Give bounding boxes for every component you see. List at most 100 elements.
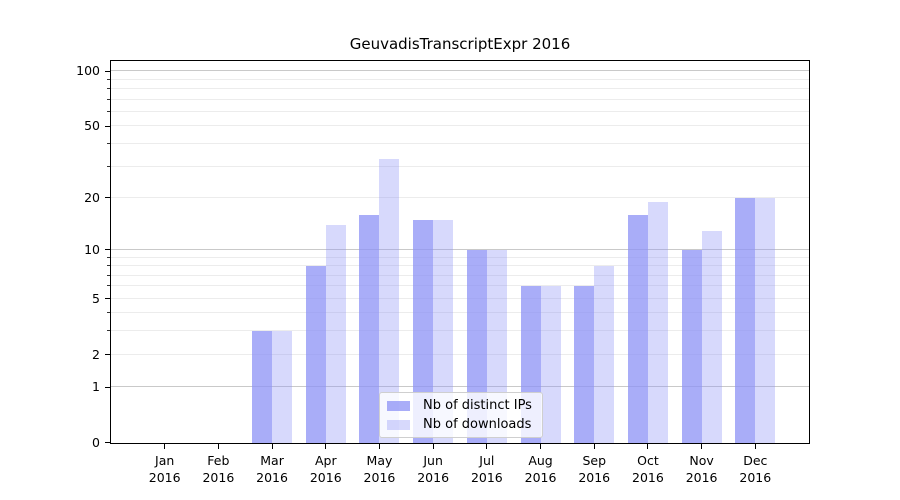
- bar-downloads-apr: [325, 224, 346, 443]
- gridline-9: [111, 256, 809, 258]
- bar-downloads-sep: [594, 266, 615, 443]
- bar-downloads-dec: [755, 197, 776, 443]
- gridline-1: [111, 386, 809, 388]
- x-tick-may: [378, 444, 380, 449]
- y-minor-tick-90: [107, 78, 110, 80]
- y-minor-tick-3: [107, 330, 110, 332]
- y-tick-100: [105, 70, 110, 72]
- x-tick-jul: [486, 444, 488, 449]
- gridline-5: [111, 297, 809, 299]
- gridline-50: [111, 125, 809, 127]
- x-tick-label-jan: Jan 2016: [148, 453, 181, 485]
- bar-distinct-ips-oct: [627, 214, 648, 443]
- gridline-3: [111, 330, 809, 332]
- x-tick-label-apr: Apr 2016: [309, 453, 342, 485]
- x-tick-label-oct: Oct 2016: [632, 453, 664, 485]
- x-tick-apr: [325, 444, 327, 449]
- y-tick-2: [105, 354, 110, 356]
- bar-downloads-mar: [272, 331, 293, 443]
- y-tick-label-2: 2: [92, 346, 100, 362]
- gridline-90: [111, 78, 809, 80]
- x-tick-label-nov: Nov 2016: [685, 453, 718, 485]
- y-tick-0: [105, 442, 110, 443]
- x-tick-label-sep: Sep 2016: [578, 453, 611, 485]
- legend-label-distinct-ips: Nb of distinct IPs: [423, 398, 532, 413]
- gridline-10: [111, 248, 809, 250]
- y-minor-tick-9: [107, 256, 110, 258]
- gridline-40: [111, 143, 809, 145]
- x-tick-nov: [701, 444, 703, 449]
- y-minor-tick-6: [107, 285, 110, 287]
- chart-title: GeuvadisTranscriptExpr 2016: [349, 35, 571, 53]
- y-minor-tick-70: [107, 98, 110, 100]
- gridline-70: [111, 98, 809, 100]
- x-tick-oct: [647, 444, 649, 449]
- legend-item-downloads: Nb of downloads: [387, 416, 532, 433]
- x-axis: Jan 2016 Feb 2016 Mar 2016 Apr 2016 May 2016…: [111, 452, 809, 492]
- gridline-20: [111, 196, 809, 198]
- plot-area: [105, 60, 810, 449]
- gridline-60: [111, 111, 809, 113]
- y-tick-label-1: 1: [92, 379, 100, 395]
- bar-distinct-ips-mar: [252, 331, 273, 443]
- y-minor-tick-40: [107, 143, 110, 145]
- y-tick-50: [105, 125, 110, 127]
- x-tick-jan: [164, 444, 166, 449]
- bar-distinct-ips-dec: [735, 197, 756, 443]
- y-tick-1: [105, 386, 110, 388]
- y-tick-5: [105, 298, 110, 300]
- y-tick-label-50: 50: [84, 118, 100, 134]
- y-minor-tick-30: [107, 165, 110, 167]
- x-tick-label-mar: Mar 2016: [256, 453, 288, 485]
- legend-item-distinct-ips: Nb of distinct IPs: [387, 397, 532, 414]
- gridline-8: [111, 265, 809, 267]
- y-tick-20: [105, 197, 110, 199]
- gridline-30: [111, 165, 809, 167]
- y-minor-tick-60: [107, 111, 110, 113]
- legend-swatch-distinct-ips: [387, 400, 410, 411]
- gridline-100: [111, 70, 809, 72]
- x-tick-label-may: May 2016: [363, 453, 396, 485]
- gridline-7: [111, 274, 809, 276]
- x-tick-label-jun: Jun 2016: [417, 453, 450, 485]
- y-minor-tick-7: [107, 274, 110, 276]
- y-minor-tick-80: [107, 88, 110, 90]
- gridline-4: [111, 312, 809, 314]
- bar-downloads-jun: [433, 219, 454, 443]
- x-tick-label-jul: Jul 2016: [470, 453, 503, 485]
- y-minor-tick-8: [107, 265, 110, 267]
- x-tick-sep: [593, 444, 595, 449]
- bar-downloads-may: [379, 159, 400, 443]
- bar-downloads-oct: [647, 201, 668, 443]
- legend-label-downloads: Nb of downloads: [423, 417, 532, 432]
- bar-distinct-ips-sep: [574, 286, 595, 443]
- bar-distinct-ips-nov: [681, 249, 702, 443]
- gridline-2: [111, 353, 809, 355]
- y-tick-label-10: 10: [84, 241, 100, 257]
- bar-downloads-nov: [701, 230, 722, 443]
- legend: Nb of distinct IPs Nb of downloads: [379, 392, 543, 438]
- bar-distinct-ips-apr: [305, 266, 326, 443]
- x-tick-label-dec: Dec 2016: [739, 453, 772, 485]
- x-tick-label-feb: Feb 2016: [202, 453, 235, 485]
- y-tick-label-20: 20: [84, 189, 100, 205]
- bar-distinct-ips-jun: [413, 219, 434, 443]
- y-minor-tick-4: [107, 312, 110, 314]
- x-tick-aug: [540, 444, 542, 449]
- bar-downloads-aug: [540, 286, 561, 443]
- gridline-6: [111, 285, 809, 287]
- y-tick-label-100: 100: [76, 63, 100, 79]
- y-tick-label-0: 0: [92, 435, 100, 450]
- x-tick-jun: [432, 444, 434, 449]
- y-axis: 0 1 2 5 10 20 50 100: [0, 61, 100, 450]
- y-tick-10: [105, 249, 110, 251]
- x-tick-label-aug: Aug 2016: [524, 453, 557, 485]
- legend-swatch-downloads: [387, 419, 410, 430]
- gridline-80: [111, 88, 809, 90]
- x-tick-feb: [217, 444, 219, 449]
- bar-distinct-ips-may: [359, 214, 380, 443]
- x-tick-mar: [271, 444, 273, 449]
- y-tick-label-5: 5: [92, 290, 100, 306]
- x-tick-dec: [754, 444, 756, 449]
